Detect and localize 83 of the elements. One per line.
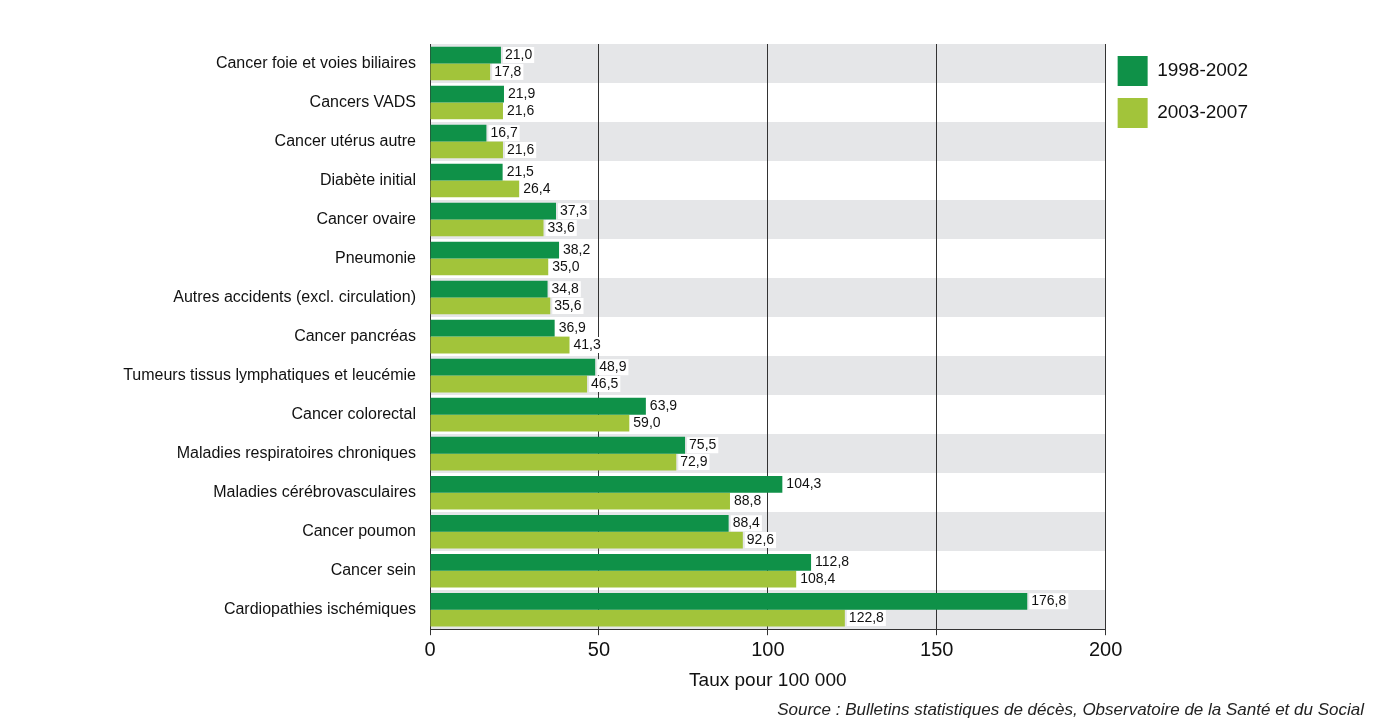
- data-label: 21,6: [506, 140, 535, 157]
- bar: [430, 531, 743, 549]
- bar: [430, 219, 544, 237]
- data-label: 35,0: [552, 257, 580, 274]
- y-tick-label: Tumeurs tissus lymphatiques et leucémie: [123, 366, 417, 384]
- bar: [430, 570, 797, 588]
- data-label: 176,8: [1031, 592, 1067, 609]
- bar: [430, 492, 730, 510]
- bar: [430, 553, 812, 571]
- bar: [430, 241, 560, 259]
- data-label: 122,8: [848, 608, 885, 625]
- y-tick-label: Cancer pancréas: [294, 327, 416, 345]
- data-label: 26,4: [523, 179, 551, 196]
- data-label: 35,6: [554, 296, 582, 313]
- y-tick-label: Cancer sein: [330, 561, 416, 579]
- x-tick-label: 50: [587, 637, 611, 660]
- data-label: 75,5: [689, 436, 717, 453]
- data-label: 108,4: [800, 569, 836, 586]
- data-label: 41,3: [573, 335, 601, 352]
- y-tick-label: Cancer ovaire: [316, 209, 417, 227]
- data-label: 38,2: [563, 241, 591, 258]
- y-tick-label: Maladies cérébrovasculaires: [213, 483, 416, 501]
- y-tick-label: Cardiopathies ischémiques: [223, 600, 416, 618]
- y-tick-label: Cancer utérus autre: [274, 131, 417, 149]
- x-tick-label: 150: [920, 637, 954, 660]
- data-label: 112,8: [815, 553, 850, 570]
- data-label: 36,9: [558, 319, 587, 336]
- x-tick-label: 200: [1088, 637, 1123, 660]
- bar: [430, 414, 630, 432]
- bar: [430, 319, 555, 337]
- data-label: 104,3: [786, 475, 822, 492]
- data-label: 21,0: [504, 45, 533, 62]
- bar: [430, 475, 783, 493]
- bar: [430, 102, 503, 120]
- bar: [430, 358, 596, 376]
- bar: [430, 141, 503, 159]
- source-note: Source : Bulletins statistiques de décès, Observatoire de la Santé et du Social: [777, 700, 1364, 720]
- bar: [430, 375, 588, 393]
- y-tick-label: Maladies respiratoires chroniques: [176, 444, 416, 462]
- bar: [430, 124, 487, 142]
- y-tick-label: Pneumonie: [335, 248, 417, 266]
- data-label: 88,4: [732, 514, 761, 531]
- x-axis-title: Taux pour 100 000: [689, 668, 847, 690]
- bar: [430, 46, 501, 64]
- bar: [430, 609, 845, 627]
- bar: [430, 453, 677, 471]
- data-label: 21,9: [507, 84, 536, 101]
- data-label: 72,9: [680, 452, 708, 469]
- data-label: 37,3: [560, 202, 588, 219]
- y-tick-label: Autres accidents (excl. circulation): [173, 287, 416, 305]
- x-tick-label: 0: [424, 637, 436, 660]
- data-label: 16,7: [490, 124, 518, 140]
- data-label: 17,8: [494, 62, 522, 79]
- bar: [430, 180, 520, 198]
- bar: [430, 63, 491, 81]
- bar: [430, 297, 551, 315]
- y-tick-label: Cancers VADS: [309, 92, 416, 110]
- bar: [430, 397, 646, 415]
- bar: [430, 336, 570, 354]
- bar: [430, 280, 548, 298]
- bar: [430, 436, 686, 454]
- y-tick-label: Cancer poumon: [302, 522, 416, 540]
- bar: [430, 258, 549, 276]
- data-label: 88,8: [733, 491, 762, 508]
- data-label: 21,5: [506, 163, 535, 180]
- bar: [430, 514, 729, 532]
- data-label: 46,5: [591, 374, 619, 391]
- legend-label: 2003-2007: [1157, 101, 1249, 123]
- bar: [430, 202, 557, 220]
- bar: [430, 85, 504, 103]
- legend-label: 1998-2002: [1157, 59, 1249, 81]
- data-label: 21,6: [506, 101, 535, 118]
- bar: [430, 163, 503, 181]
- data-label: 59,0: [633, 413, 661, 430]
- data-label: 34,8: [551, 280, 580, 297]
- data-label: 92,6: [746, 530, 775, 547]
- x-tick-label: 100: [751, 637, 785, 660]
- y-tick-label: Cancer foie et voies biliaires: [215, 53, 416, 71]
- y-tick-label: Cancer colorectal: [291, 405, 416, 423]
- data-label: 48,9: [599, 358, 627, 375]
- data-label: 33,6: [547, 218, 575, 235]
- y-tick-label: Diabète initial: [319, 170, 416, 188]
- data-label: 63,9: [649, 397, 678, 414]
